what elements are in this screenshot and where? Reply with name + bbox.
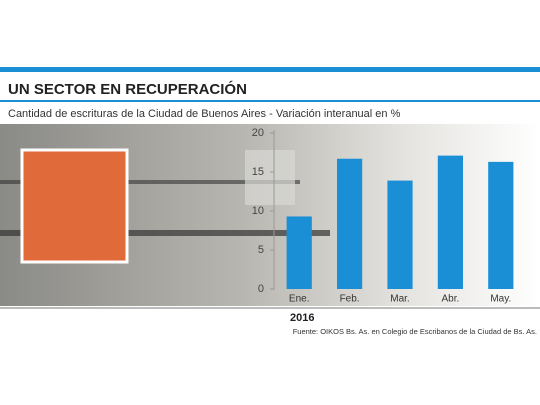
y-tick-label: 5 — [258, 244, 264, 256]
x-tick-label: Ene. — [289, 294, 310, 305]
bar — [488, 161, 514, 289]
top-rule — [0, 67, 540, 72]
source: Fuente: OIKOS Bs. As. en Colegio de Escr… — [293, 327, 537, 336]
railing — [0, 180, 300, 184]
x-tick-label: May. — [490, 294, 511, 305]
y-tick-label: 15 — [252, 166, 264, 178]
x-axis-label: 2016 — [290, 312, 314, 324]
subtitle: Cantidad de escrituras de la Ciudad de B… — [8, 108, 401, 120]
bar — [387, 180, 413, 289]
bar — [337, 158, 363, 289]
x-tick-label: Abr. — [442, 294, 460, 305]
bar — [286, 216, 312, 289]
chart-title: UN SECTOR EN RECUPERACIÓN — [8, 80, 247, 98]
title-rule — [0, 100, 540, 102]
y-tick-label: 0 — [258, 283, 264, 295]
railing — [0, 230, 330, 236]
bar — [437, 155, 463, 289]
y-tick-label: 10 — [252, 205, 264, 217]
y-tick-label: 20 — [252, 127, 264, 139]
ac-unit — [245, 150, 295, 205]
x-tick-label: Feb. — [340, 294, 360, 305]
sign — [20, 148, 129, 264]
x-tick-label: Mar. — [390, 294, 409, 305]
